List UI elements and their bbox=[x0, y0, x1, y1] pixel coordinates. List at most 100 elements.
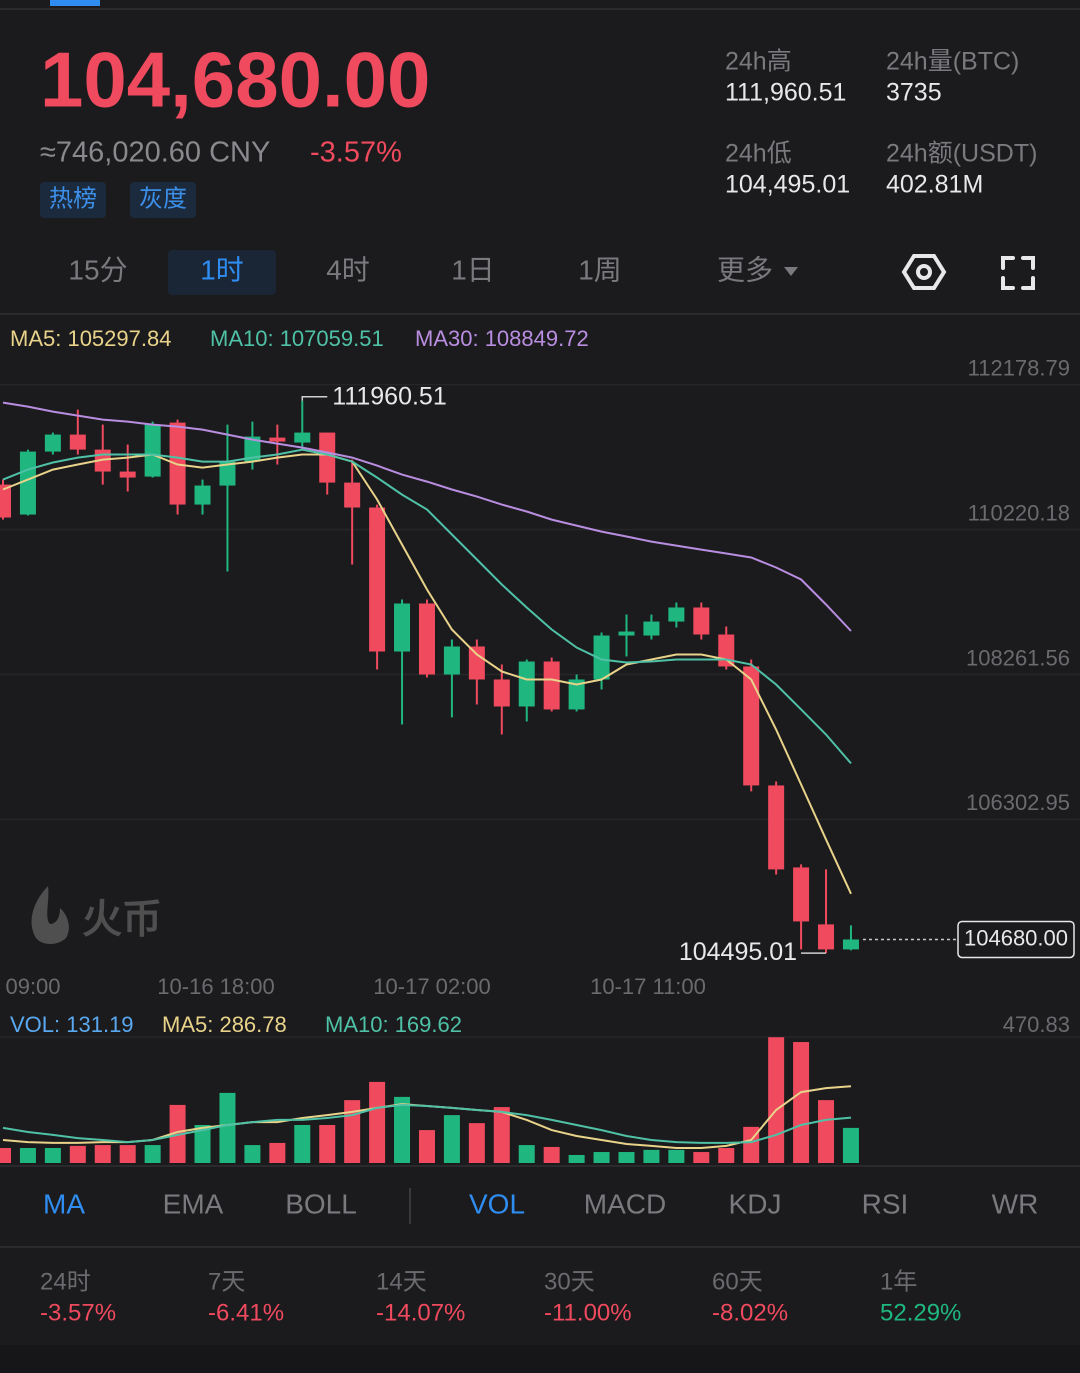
volume-chart: 470.83 VOL: 131.19 MA5: 286.78 MA10: 169.62 bbox=[0, 1012, 1080, 1163]
candle-body bbox=[618, 631, 635, 636]
indicator-tab[interactable]: KDJ bbox=[729, 1188, 782, 1219]
tag[interactable]: 灰度 bbox=[139, 185, 187, 212]
candle-body bbox=[269, 437, 286, 442]
candle-body bbox=[244, 436, 261, 462]
volume-bar bbox=[269, 1142, 286, 1163]
legend-entry: MA10: 169.62 bbox=[325, 1012, 462, 1037]
volume-bar bbox=[668, 1149, 685, 1163]
legend-entry: VOL: 131.19 bbox=[10, 1012, 134, 1037]
volume-bar bbox=[219, 1092, 236, 1163]
period-change: -6.41% bbox=[208, 1299, 284, 1326]
candle-body bbox=[493, 679, 510, 707]
volume-bar bbox=[818, 1100, 835, 1163]
y-tick-label: 470.83 bbox=[1003, 1012, 1070, 1037]
volume-bar bbox=[618, 1152, 635, 1163]
last-price-box bbox=[957, 920, 1075, 959]
volume-bar bbox=[568, 1154, 585, 1163]
candle-body bbox=[369, 507, 386, 652]
timeframe[interactable]: 1周 bbox=[578, 254, 622, 285]
candle-body bbox=[144, 424, 161, 477]
y-tick-label: 106302.95 bbox=[966, 790, 1070, 815]
period-label: 24时 bbox=[40, 1268, 91, 1295]
volume-bar bbox=[19, 1148, 36, 1163]
x-tick-label: 10-16 18:00 bbox=[157, 974, 274, 999]
indicator-tab[interactable]: RSI bbox=[862, 1188, 909, 1219]
stat-value: 3735 bbox=[886, 79, 942, 107]
legend-entry: MA5: 105297.84 bbox=[10, 326, 171, 351]
tag[interactable]: 热榜 bbox=[49, 185, 97, 212]
indicator-tab[interactable]: WR bbox=[992, 1188, 1039, 1219]
settings-icon[interactable] bbox=[901, 254, 947, 290]
ma-line bbox=[2, 453, 852, 895]
fullscreen-icon[interactable] bbox=[1001, 256, 1035, 290]
stat-value: 111,960.51 bbox=[725, 79, 846, 107]
period-change: 52.29% bbox=[880, 1299, 961, 1326]
settings-circle bbox=[916, 264, 932, 280]
candle-body bbox=[418, 603, 435, 675]
candle-body bbox=[743, 666, 760, 786]
watermark: 火币 bbox=[31, 886, 162, 944]
volume-bar bbox=[44, 1148, 61, 1163]
timeframe[interactable]: 4时 bbox=[326, 254, 370, 285]
y-tick-label: 110220.18 bbox=[968, 500, 1070, 525]
volume-bar bbox=[543, 1146, 560, 1163]
x-tick-label: 10-17 11:00 bbox=[590, 974, 706, 999]
candle-body bbox=[643, 621, 660, 636]
candle-body bbox=[294, 432, 311, 443]
ma-line bbox=[2, 1103, 852, 1144]
stats: 24h高 111,960.51 24h量(BTC) 3735 24h低 104,… bbox=[725, 48, 1037, 199]
candle-body bbox=[693, 607, 710, 635]
stat-value: 402.81M bbox=[886, 171, 983, 199]
indicator-tabs: MA EMA BOLL VOL MACD KDJ RSI WR bbox=[43, 1188, 1038, 1219]
volume-bar bbox=[842, 1127, 859, 1163]
volume-bar bbox=[468, 1123, 485, 1163]
volume-bar bbox=[294, 1124, 311, 1163]
period-change: -14.07% bbox=[376, 1299, 465, 1326]
volume-bar bbox=[94, 1145, 111, 1163]
indicator-tab[interactable]: EMA bbox=[163, 1188, 224, 1219]
candle-body bbox=[344, 482, 361, 508]
indicator-tab[interactable]: MACD bbox=[584, 1188, 666, 1219]
timeframe[interactable]: 1时 bbox=[200, 254, 244, 285]
stat-label: 24h高 bbox=[725, 48, 792, 76]
period-change: -3.57% bbox=[40, 1299, 116, 1326]
candle-body bbox=[19, 451, 36, 515]
candle-body bbox=[69, 434, 86, 450]
volume-bar bbox=[493, 1107, 510, 1163]
tab-indicator bbox=[50, 0, 100, 6]
indicator-tab[interactable]: VOL bbox=[469, 1188, 525, 1219]
x-tick-label: 10-17 02:00 bbox=[373, 974, 490, 999]
stat-label: 24h低 bbox=[725, 140, 792, 168]
ma-line bbox=[2, 401, 852, 632]
period-label: 30天 bbox=[544, 1268, 595, 1295]
ma-line bbox=[2, 448, 852, 765]
legend-entry: MA5: 286.78 bbox=[162, 1012, 287, 1037]
candle-body bbox=[119, 471, 136, 478]
volume-bar bbox=[119, 1145, 136, 1163]
fullscreen-corners bbox=[1001, 256, 1035, 290]
timeframe[interactable]: 更多 bbox=[717, 254, 773, 285]
candle-body bbox=[319, 432, 336, 483]
volume-bar bbox=[418, 1130, 435, 1163]
last-price-label: 104680.00 bbox=[964, 925, 1068, 950]
volume-bar bbox=[144, 1145, 161, 1163]
period-label: 1年 bbox=[880, 1268, 917, 1295]
candle-body bbox=[768, 785, 785, 870]
candle-body bbox=[394, 603, 411, 652]
volume-bar bbox=[369, 1081, 386, 1163]
volume-bar bbox=[768, 1037, 785, 1163]
watermark-text: 火币 bbox=[82, 898, 162, 942]
volume-bar bbox=[718, 1148, 735, 1163]
change: -3.57% bbox=[310, 137, 402, 169]
volume-bar bbox=[344, 1100, 361, 1163]
settings-hexagon bbox=[901, 254, 947, 290]
indicator-tab[interactable]: BOLL bbox=[285, 1188, 357, 1219]
high-label: 111960.51 bbox=[332, 382, 446, 410]
more-caret[interactable] bbox=[784, 267, 798, 276]
indicator-tab[interactable]: MA bbox=[43, 1188, 85, 1219]
timeframe[interactable]: 1日 bbox=[451, 254, 495, 285]
candle-body bbox=[194, 485, 211, 505]
timeframe[interactable]: 15分 bbox=[68, 254, 127, 285]
